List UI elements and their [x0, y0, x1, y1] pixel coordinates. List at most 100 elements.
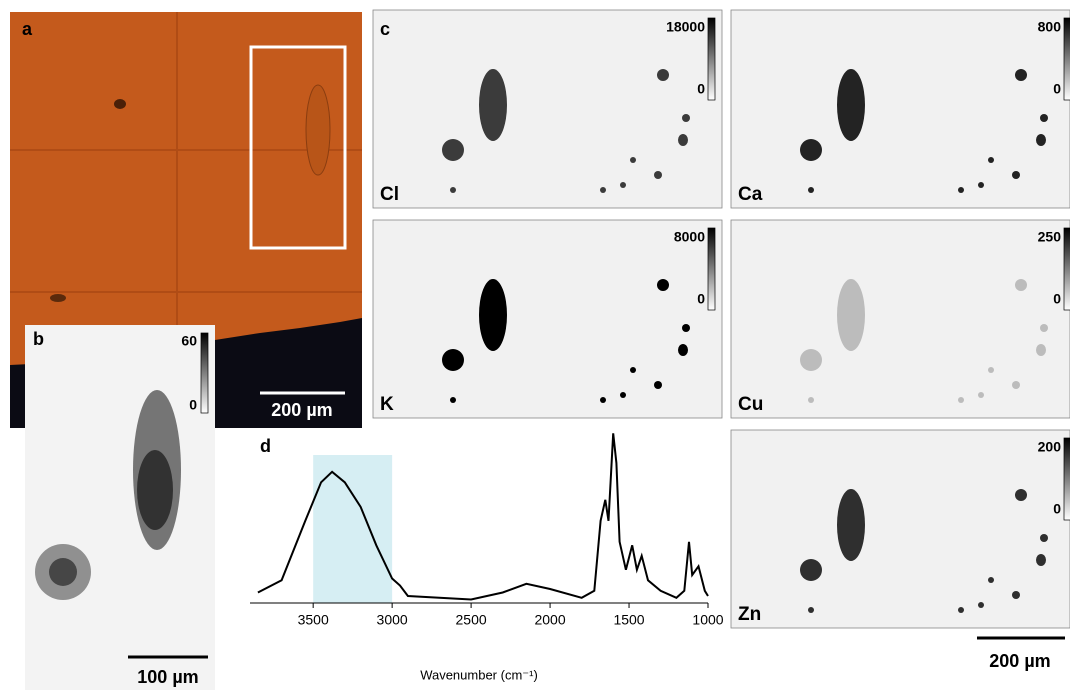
panel-label: d	[260, 436, 271, 456]
scale-bar-label: 200 µm	[989, 651, 1050, 671]
colorbar	[707, 17, 716, 101]
particle	[988, 157, 994, 163]
colorbar-max: 8000	[674, 229, 705, 245]
particle	[808, 187, 814, 193]
particle	[958, 397, 964, 403]
particle	[620, 182, 626, 188]
colorbar	[200, 332, 209, 414]
particle	[978, 602, 984, 608]
colorbar-min: 0	[697, 81, 705, 97]
map-image	[372, 219, 723, 419]
x-tick-label: 3500	[298, 612, 329, 628]
particle	[988, 577, 994, 583]
colorbar	[707, 227, 716, 311]
particle	[450, 187, 456, 193]
particle	[1012, 171, 1020, 179]
particle	[1040, 534, 1048, 542]
element-label: K	[380, 394, 394, 415]
particle	[630, 157, 636, 163]
particle	[1036, 554, 1046, 566]
particle	[800, 139, 822, 161]
x-axis-label: Wavenumber (cm⁻¹)	[420, 667, 538, 682]
particle	[630, 367, 636, 373]
element-map: 18000 0 Cl	[372, 9, 723, 209]
particle	[1015, 69, 1027, 81]
colorbar-max: 250	[1038, 229, 1062, 245]
colorbar-min: 0	[189, 397, 197, 413]
particle	[479, 69, 507, 141]
particle	[1012, 381, 1020, 389]
particle	[958, 187, 964, 193]
particle	[442, 139, 464, 161]
panel-label: a	[22, 19, 33, 39]
colorbar-max: 200	[1038, 439, 1062, 455]
particle	[654, 381, 662, 389]
particle	[1015, 489, 1027, 501]
particle	[305, 84, 331, 176]
particle	[682, 324, 690, 332]
particle	[49, 558, 77, 586]
colorbar-min: 0	[1053, 291, 1061, 307]
particle	[479, 279, 507, 351]
colorbar	[1063, 17, 1070, 101]
spectrum-line	[257, 433, 709, 601]
element-label: Cl	[380, 184, 399, 205]
element-label: Zn	[738, 604, 761, 625]
highlight-region	[313, 455, 393, 603]
map-image	[730, 429, 1070, 629]
map-image	[25, 325, 215, 690]
particle	[1036, 344, 1046, 356]
element-label: Ca	[738, 184, 763, 205]
element-label: Cu	[738, 394, 763, 415]
roi-box	[249, 45, 347, 250]
colorbar	[1063, 227, 1070, 311]
particle	[837, 489, 865, 561]
colorbar-min: 0	[1053, 81, 1061, 97]
colorbar	[1063, 437, 1070, 521]
colorbar-max: 800	[1038, 19, 1062, 35]
x-tick-label: 1000	[692, 612, 723, 628]
panel-label: c	[380, 19, 390, 39]
x-tick-label: 1500	[613, 612, 644, 628]
particle	[1012, 591, 1020, 599]
element-map: 200 0 Zn	[730, 429, 1070, 629]
colorbar-min: 0	[1053, 501, 1061, 517]
particle	[808, 397, 814, 403]
particle	[682, 114, 690, 122]
x-tick-label: 2500	[456, 612, 487, 628]
particle	[442, 349, 464, 371]
particle	[800, 559, 822, 581]
map-image	[730, 219, 1070, 419]
x-tick-label: 2000	[534, 612, 565, 628]
particle	[800, 349, 822, 371]
element-map: 8000 0 K	[372, 219, 723, 419]
colorbar-min: 0	[697, 291, 705, 307]
particle	[600, 187, 606, 193]
particle	[620, 392, 626, 398]
scale-bar-label: 200 µm	[271, 400, 332, 420]
colorbar-max: 18000	[666, 19, 705, 35]
particle	[657, 279, 669, 291]
x-tick-label: 3000	[377, 612, 408, 628]
panel-label: b	[33, 329, 44, 349]
particle	[1036, 134, 1046, 146]
particle	[450, 397, 456, 403]
particle	[678, 134, 688, 146]
particle	[654, 171, 662, 179]
ir-spectrum: 3500 3000 2500 2000 1500 1000 Wavenumber (cm⁻¹…	[250, 433, 724, 682]
particle	[1040, 324, 1048, 332]
particle	[978, 392, 984, 398]
element-map: 800 0 Ca	[730, 9, 1070, 209]
particle	[137, 450, 173, 530]
particle	[600, 397, 606, 403]
element-map: 250 0 Cu	[730, 219, 1070, 419]
colorbar-max: 60	[181, 333, 197, 349]
particle	[50, 294, 66, 302]
particle	[808, 607, 814, 613]
scale-bar-label: 100 µm	[137, 667, 198, 687]
particle	[978, 182, 984, 188]
map-image	[730, 9, 1070, 209]
